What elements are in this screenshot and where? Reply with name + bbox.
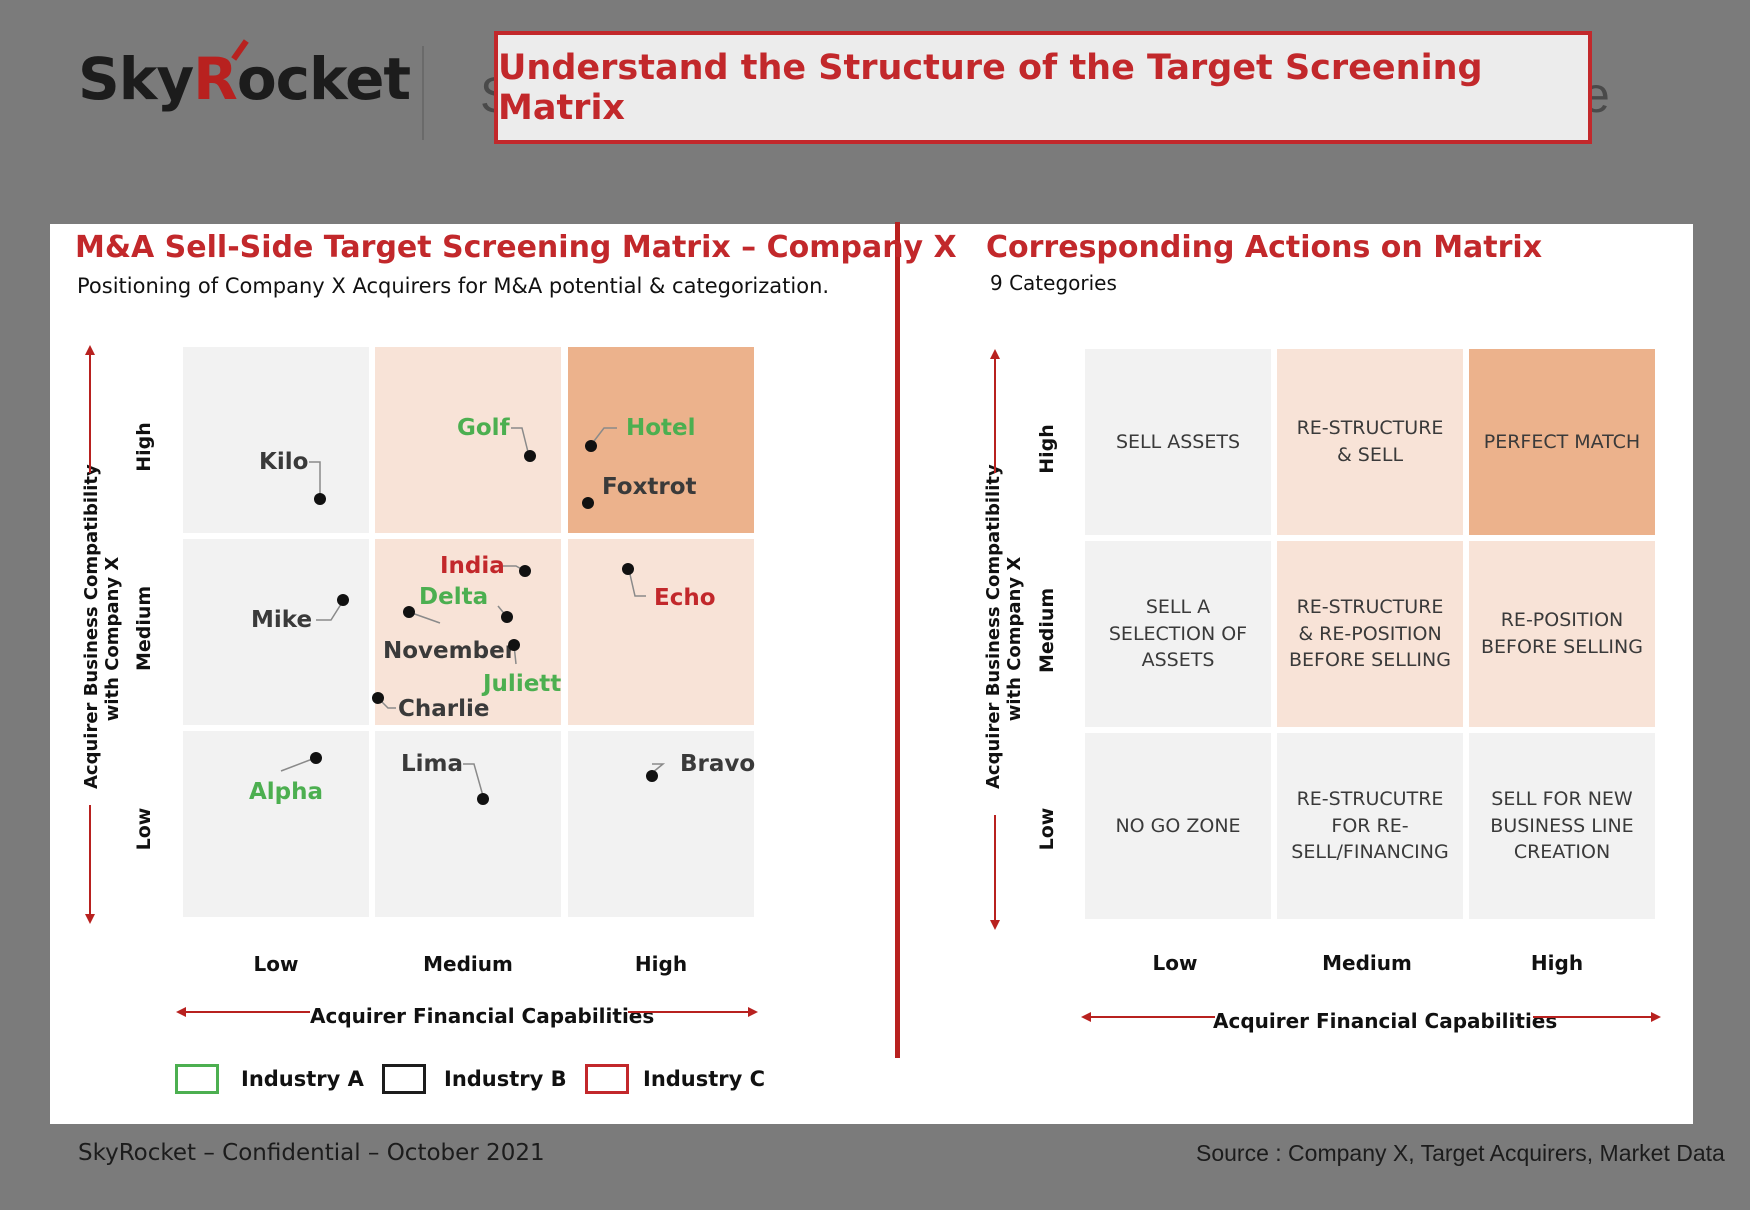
right-x-level-medium: Medium <box>1322 951 1412 975</box>
screening-matrix-title: M&A Sell-Side Target Screening Matrix – … <box>75 230 957 265</box>
action-high-medium: RE-STRUCTURE & SELL <box>1277 349 1463 535</box>
dot-india <box>519 565 531 577</box>
panel-divider <box>895 222 900 1058</box>
company-november: November <box>383 638 517 664</box>
action-medium-low: SELL A SELECTION OF ASSETS <box>1085 541 1271 727</box>
dot-delta <box>403 606 415 618</box>
right-x-level-low: Low <box>1152 951 1198 975</box>
action-low-medium: RE-STRUCUTRE FOR RE-SELL/FINANCING <box>1277 733 1463 919</box>
legend-swatch-industry-b <box>382 1064 426 1094</box>
company-foxtrot: Foxtrot <box>602 474 697 500</box>
dot-hotel <box>585 440 597 452</box>
cell-high-low <box>183 347 369 533</box>
cell-medium-low <box>183 539 369 725</box>
screening-matrix-subtitle: Positioning of Company X Acquirers for M… <box>77 274 830 298</box>
company-lima: Lima <box>401 751 464 777</box>
skyrocket-logo: SkyR ocket <box>78 39 411 108</box>
company-kilo: Kilo <box>259 449 309 475</box>
dot-mike <box>337 594 349 606</box>
dot-juliett <box>508 639 520 651</box>
page-title: Understand the Structure of the Target S… <box>498 47 1483 128</box>
company-echo: Echo <box>654 585 716 611</box>
company-juliett: Juliett <box>483 671 562 697</box>
cell-low-medium <box>375 731 561 917</box>
x-level-low: Low <box>253 952 299 976</box>
dot-foxtrot <box>582 497 594 509</box>
action-high-high: PERFECT MATCH <box>1469 349 1655 535</box>
cell-high-medium <box>375 347 561 533</box>
leader-hotel <box>590 427 617 446</box>
legend-label-industry-c: Industry C <box>643 1067 766 1091</box>
dot-alpha <box>310 752 322 764</box>
action-low-low: NO GO ZONE <box>1085 733 1271 919</box>
cell-low-low <box>183 731 369 917</box>
legend-label-industry-a: Industry A <box>241 1067 364 1091</box>
legend-label-industry-b: Industry B <box>444 1067 567 1091</box>
leader-echo <box>628 569 646 597</box>
leader-bravo <box>651 763 666 774</box>
action-medium-medium: RE-STRUCTURE & RE-POSITION BEFORE SELLIN… <box>1277 541 1463 727</box>
right-x-level-high: High <box>1530 951 1584 975</box>
company-charlie: Charlie <box>398 696 490 722</box>
leader-alpha <box>280 757 316 772</box>
company-hotel: Hotel <box>626 415 696 441</box>
action-high-low: SELL ASSETS <box>1085 349 1271 535</box>
action-low-high: SELL FOR NEW BUSINESS LINE CREATION <box>1469 733 1655 919</box>
dot-golf <box>524 450 536 462</box>
company-mike: Mike <box>251 607 313 633</box>
company-golf: Golf <box>457 415 510 441</box>
leader-lima <box>463 763 484 797</box>
dot-echo <box>622 563 634 575</box>
company-india: India <box>440 553 505 579</box>
dot-charlie <box>372 692 384 704</box>
dot-kilo <box>314 493 326 505</box>
dot-lima <box>477 793 489 805</box>
cell-low-high <box>568 731 754 917</box>
x-axis-title: Acquirer Financial Capabilities <box>310 1004 655 1028</box>
company-delta: Delta <box>419 584 489 610</box>
leader-mike <box>316 600 344 621</box>
dot-delta-right <box>501 611 513 623</box>
leader-kilo <box>309 461 321 499</box>
action-medium-high: RE-POSITION BEFORE SELLING <box>1469 541 1655 727</box>
actions-matrix-title: Corresponding Actions on Matrix <box>986 230 1543 265</box>
x-level-medium: Medium <box>423 952 513 976</box>
cell-high-high <box>568 347 754 533</box>
leader-golf <box>511 427 530 457</box>
legend-swatch-industry-a <box>175 1064 219 1094</box>
company-bravo: Bravo <box>680 751 756 777</box>
right-x-axis-title: Acquirer Financial Capabilities <box>1213 1009 1558 1033</box>
cell-medium-high <box>568 539 754 725</box>
dot-bravo <box>646 770 658 782</box>
x-level-high: High <box>634 952 688 976</box>
header-divider <box>422 46 424 140</box>
footer-source: Source : Company X, Target Acquirers, Ma… <box>1196 1140 1725 1166</box>
footer-confidential: SkyRocket – Confidential – October 2021 <box>78 1140 545 1166</box>
legend-swatch-industry-c <box>585 1064 629 1094</box>
company-alpha: Alpha <box>249 779 324 805</box>
actions-matrix-subtitle: 9 Categories <box>990 271 1117 295</box>
title-banner: Understand the Structure of the Target S… <box>494 31 1592 144</box>
